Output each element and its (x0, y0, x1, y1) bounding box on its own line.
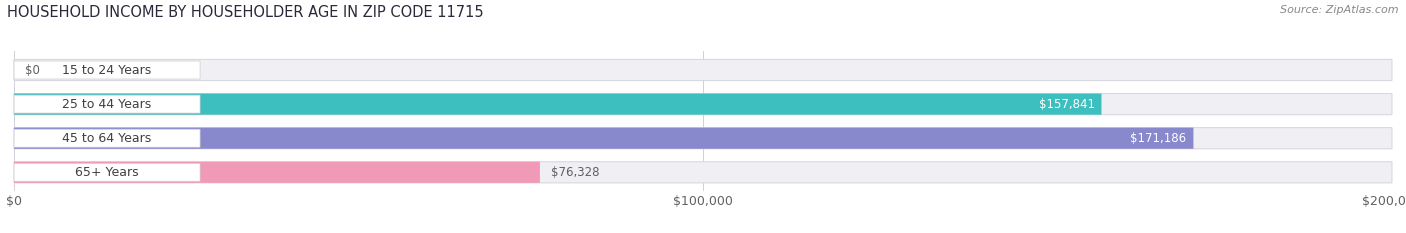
Text: $0: $0 (25, 64, 39, 76)
FancyBboxPatch shape (14, 95, 200, 113)
FancyBboxPatch shape (14, 129, 200, 147)
FancyBboxPatch shape (14, 162, 540, 183)
FancyBboxPatch shape (14, 163, 200, 181)
FancyBboxPatch shape (14, 93, 1101, 115)
Text: 45 to 64 Years: 45 to 64 Years (62, 132, 152, 145)
Text: 65+ Years: 65+ Years (76, 166, 139, 179)
Text: $76,328: $76,328 (551, 166, 599, 179)
FancyBboxPatch shape (14, 61, 200, 79)
Text: 15 to 24 Years: 15 to 24 Years (62, 64, 152, 76)
Text: $171,186: $171,186 (1130, 132, 1187, 145)
FancyBboxPatch shape (14, 93, 1392, 115)
Text: 25 to 44 Years: 25 to 44 Years (62, 98, 152, 111)
Text: $157,841: $157,841 (1039, 98, 1095, 111)
FancyBboxPatch shape (14, 59, 1392, 81)
FancyBboxPatch shape (14, 162, 1392, 183)
Text: HOUSEHOLD INCOME BY HOUSEHOLDER AGE IN ZIP CODE 11715: HOUSEHOLD INCOME BY HOUSEHOLDER AGE IN Z… (7, 5, 484, 20)
Text: Source: ZipAtlas.com: Source: ZipAtlas.com (1281, 5, 1399, 15)
FancyBboxPatch shape (14, 128, 1392, 149)
FancyBboxPatch shape (14, 128, 1194, 149)
